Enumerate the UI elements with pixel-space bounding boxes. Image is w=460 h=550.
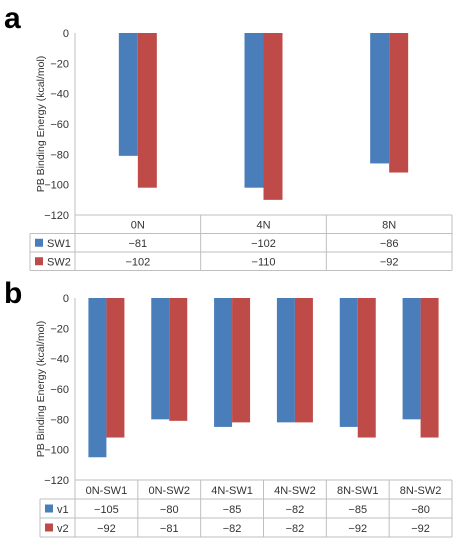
y-axis-label: PB Binding Energy (kcal/mol): [35, 321, 47, 458]
bar-v1-0N-SW1: [88, 298, 107, 458]
x-tick-label: 0N-SW2: [148, 485, 190, 497]
data-label: −92: [380, 257, 399, 269]
y-tick-label: −80: [50, 149, 69, 161]
x-tick-label: 4N: [256, 220, 270, 232]
y-tick-label: −60: [50, 119, 69, 131]
bar-SW2-4N: [263, 33, 283, 200]
x-tick-label: 8N: [382, 220, 396, 232]
bar-v2-8N-SW1: [357, 298, 376, 438]
data-label: −80: [160, 504, 179, 516]
data-label: −92: [348, 523, 367, 535]
bar-SW2-0N: [137, 33, 157, 188]
y-tick-label: −40: [50, 89, 69, 101]
bar-SW1-4N: [244, 33, 264, 188]
y-tick-label: 0: [63, 28, 69, 40]
x-tick-label: 8N-SW2: [400, 485, 442, 497]
data-label: −82: [223, 523, 242, 535]
chart-b-svg: PB Binding Energy (kcal/mol) 0 −20 −40 −60 −8…: [35, 293, 453, 538]
bar-v2-0N-SW1: [106, 298, 125, 438]
legend-key-v2: [45, 523, 53, 532]
bar-v2-8N-SW2: [420, 298, 439, 438]
bar-v1-8N-SW1: [339, 298, 358, 427]
data-label: −102: [251, 238, 276, 250]
chart-a-svg: PB Binding Energy (kcal/mol) 0 −20 −40 −60 −8…: [29, 28, 453, 271]
x-tick-label: 0N: [131, 220, 145, 232]
y-tick-label: −20: [50, 323, 69, 335]
x-tick-label: 0N-SW1: [86, 485, 128, 497]
x-tick-label: 4N-SW1: [211, 485, 253, 497]
data-label: −92: [97, 523, 116, 535]
legend-key-SW2: [35, 257, 43, 266]
chart-panel-a: a PB Binding Energy (kcal/mol) 0 −20 −40 −60…: [4, 2, 453, 271]
data-label: −102: [125, 257, 150, 269]
chart-panel-b: b PB Binding Energy (kcal/mol) 0 −20 −40 −60…: [0, 275, 460, 550]
x-tick-label: 4N-SW2: [274, 485, 316, 497]
legend-label: SW1: [47, 238, 71, 250]
y-tick-label: −100: [44, 180, 69, 192]
bar-v1-0N-SW2: [151, 298, 170, 420]
y-tick-label: −120: [44, 475, 69, 487]
panel-letter-a: a: [4, 2, 21, 35]
data-label: −82: [286, 523, 305, 535]
y-tick-label: −40: [50, 354, 69, 366]
data-label: −82: [286, 504, 305, 516]
data-label: −110: [252, 257, 276, 269]
y-tick-label: −120: [44, 210, 69, 222]
legend-key-v1: [45, 504, 53, 513]
bar-v1-4N-SW2: [276, 298, 295, 423]
data-label: −105: [94, 504, 119, 516]
data-label: −85: [223, 504, 242, 516]
bar-v2-4N-SW1: [232, 298, 251, 423]
data-label: −92: [411, 523, 430, 535]
bar-v1-8N-SW2: [402, 298, 421, 420]
y-tick-label: 0: [63, 293, 69, 305]
legend-key-SW1: [35, 238, 43, 247]
data-label: −85: [348, 504, 367, 516]
bar-v2-0N-SW2: [169, 298, 188, 421]
bar-SW1-8N: [370, 33, 390, 164]
y-tick-label: −20: [50, 58, 69, 70]
data-label: −81: [160, 523, 179, 535]
bar-v2-4N-SW2: [294, 298, 313, 423]
data-label: −86: [380, 238, 399, 250]
legend-label: SW2: [47, 257, 71, 269]
y-tick-label: −80: [50, 414, 69, 426]
data-label: −80: [411, 504, 430, 516]
legend-label: v1: [57, 504, 69, 516]
y-tick-label: −100: [44, 445, 69, 457]
panel-letter-b: b: [4, 277, 23, 310]
bar-SW2-8N: [389, 33, 409, 173]
y-axis-label: PB Binding Energy (kcal/mol): [35, 56, 47, 193]
bar-v1-4N-SW1: [214, 298, 233, 427]
bar-SW1-0N: [118, 33, 138, 156]
legend-label: v2: [57, 523, 69, 535]
x-tick-label: 8N-SW1: [337, 485, 379, 497]
y-tick-label: −60: [50, 384, 69, 396]
data-label: −81: [128, 238, 147, 250]
